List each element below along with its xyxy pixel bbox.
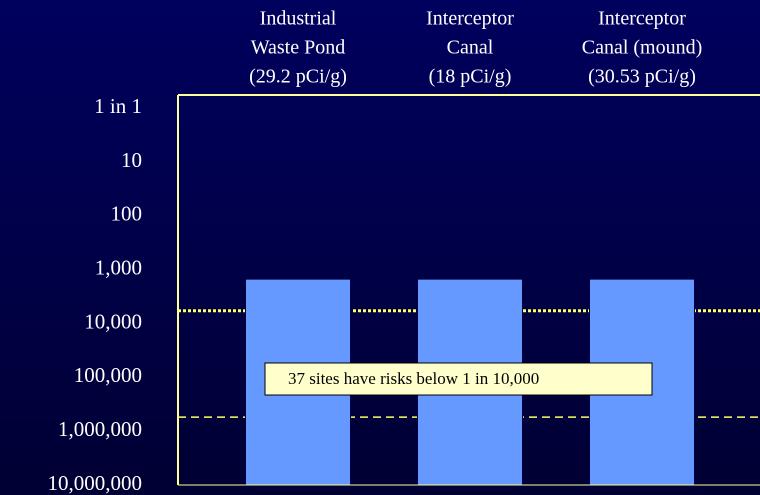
y-tick-label: 1 in 1 <box>94 94 142 118</box>
x-category-label: Industrial <box>260 8 337 30</box>
x-category-label: (18 pCi/g) <box>429 66 512 88</box>
x-category-label: Canal <box>447 37 494 59</box>
annotation-box <box>264 362 653 396</box>
y-tick-label: 10 <box>121 148 142 172</box>
y-tick-label: 1,000 <box>95 255 142 279</box>
y-tick-label: 10,000 <box>84 309 142 333</box>
y-tick-label: 100,000 <box>74 363 142 387</box>
x-category-label: Waste Pond <box>251 37 346 59</box>
y-tick-label: 1,000,000 <box>58 417 142 441</box>
x-category-label: (30.53 pCi/g) <box>588 66 696 88</box>
y-tick-label: 10,000,000 <box>48 471 143 495</box>
x-category-label: Canal (mound) <box>582 37 703 59</box>
x-category-label: (29.2 pCi/g) <box>249 66 347 88</box>
y-tick-label: 100 <box>111 202 143 226</box>
x-category-label: Interceptor <box>426 8 514 30</box>
x-category-label: Interceptor <box>598 8 686 30</box>
annotation: 37 sites have risks below 1 in 10,000 <box>288 369 539 388</box>
